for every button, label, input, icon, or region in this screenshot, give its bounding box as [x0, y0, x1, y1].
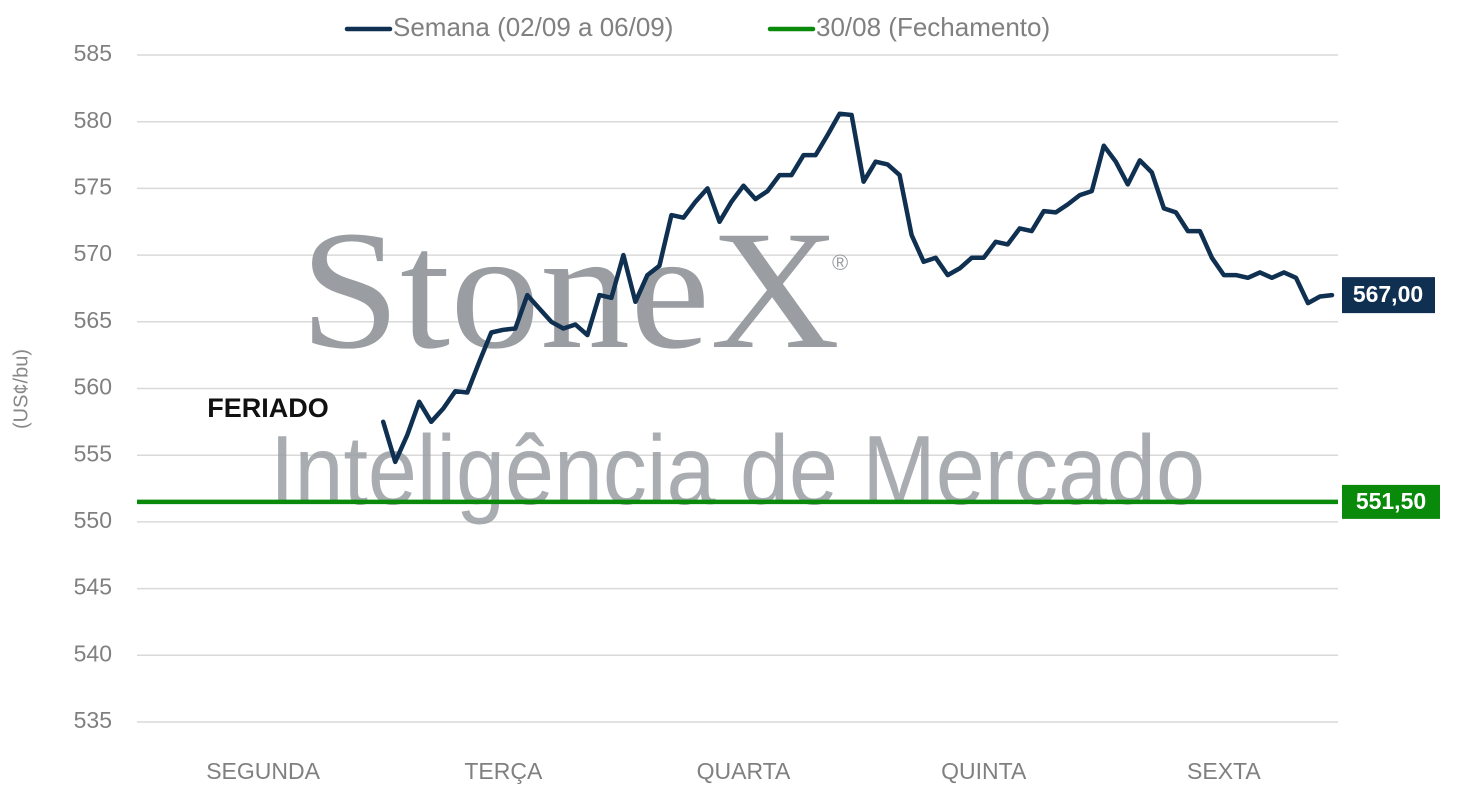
y-tick-label: 545: [74, 574, 112, 600]
value-label-box: [1342, 484, 1440, 519]
y-tick-label: 585: [74, 40, 112, 66]
value-label-box: [1342, 277, 1435, 314]
watermark-mark: ®: [832, 250, 848, 275]
x-tick-label: QUARTA: [697, 758, 791, 784]
legend-label: 30/08 (Fechamento): [816, 12, 1050, 42]
series-line: [380, 111, 1335, 465]
x-tick-label: TERÇA: [464, 758, 543, 784]
y-tick-label: 535: [74, 707, 112, 733]
grid: [137, 54, 1338, 723]
x-tick-label: SEXTA: [1187, 758, 1261, 784]
y-tick-label: 570: [74, 240, 112, 266]
x-tick-label: SEGUNDA: [206, 758, 320, 784]
y-tick-label: 580: [74, 107, 112, 133]
y-tick-label: 565: [74, 307, 112, 333]
y-tick-label: 555: [74, 440, 112, 466]
value-label: 551,50: [1356, 488, 1426, 514]
y-tick-label: 550: [74, 507, 112, 533]
y-tick-label: 560: [74, 374, 112, 400]
value-label: 567,00: [1353, 281, 1423, 307]
watermark-tagline: Inteligência de Mercado: [270, 415, 1205, 525]
annotation: FERIADO: [207, 393, 329, 423]
y-tick-label: 575: [74, 173, 112, 199]
legend-label: Semana (02/09 a 06/09): [393, 12, 673, 42]
y-tick-label: 540: [74, 640, 112, 666]
x-tick-label: QUINTA: [941, 758, 1027, 784]
y-axis-label: (US¢/bu): [10, 349, 32, 429]
watermark-brand: StoneX: [300, 196, 840, 384]
